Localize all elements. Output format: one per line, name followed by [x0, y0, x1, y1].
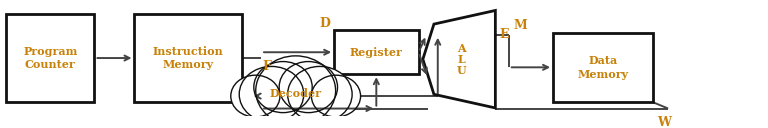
Ellipse shape: [240, 66, 304, 122]
Bar: [6, 14, 94, 102]
Text: M: M: [514, 19, 527, 32]
Text: Instruction
Memory: Instruction Memory: [153, 46, 223, 70]
Text: D: D: [319, 17, 330, 30]
Ellipse shape: [312, 75, 361, 117]
Text: F: F: [263, 60, 272, 73]
Text: E: E: [499, 28, 508, 41]
Ellipse shape: [230, 75, 280, 117]
Text: A
L
U: A L U: [457, 43, 466, 76]
Text: Program
Counter: Program Counter: [23, 46, 78, 70]
Ellipse shape: [280, 62, 338, 113]
Text: W: W: [657, 116, 671, 128]
Text: Data
Memory: Data Memory: [578, 55, 628, 80]
Ellipse shape: [253, 62, 312, 113]
Ellipse shape: [287, 66, 352, 122]
Bar: [553, 33, 653, 102]
Polygon shape: [423, 10, 495, 108]
Bar: [334, 30, 419, 74]
Ellipse shape: [256, 56, 336, 126]
Text: Register: Register: [350, 47, 402, 58]
Text: Decoder: Decoder: [270, 88, 322, 99]
Bar: [134, 14, 242, 102]
